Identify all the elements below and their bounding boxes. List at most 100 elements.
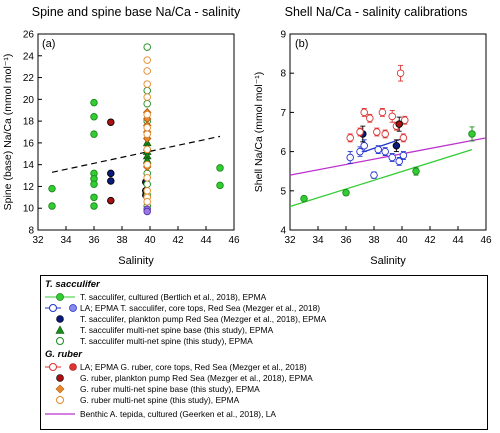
data-point-gr_coretops	[378, 108, 387, 117]
legend-row-gr-spine-base: G. ruber multi-net spine base (this stud…	[43, 384, 260, 394]
data-point-gr_spine	[143, 160, 151, 169]
orange-diamond-icon	[55, 384, 65, 394]
legend-row-ts-cultured: T. sacculifer, cultured (Bertlich et al.…	[43, 292, 266, 302]
y-tick-label: 18	[23, 117, 35, 128]
legend-row-gr-coretops: LA; EPMA G. ruber, core tops, Red Sea (M…	[43, 362, 307, 372]
panel-a-ylabel: Spine (base) Na/Ca (mmol mol⁻¹)	[2, 54, 14, 211]
legend-text: G. ruber, plankton pump Red Sea (Mezger …	[80, 373, 313, 383]
y-tick-label: 10	[23, 204, 35, 215]
data-point-ts_cultured	[412, 167, 420, 175]
y-tick-label: 20	[23, 95, 35, 106]
y-tick-label: 6	[280, 147, 286, 158]
y-tick-label: 5	[280, 186, 286, 197]
panel-b-label: (b)	[295, 38, 308, 50]
data-point-gr_coretops	[346, 134, 354, 142]
legend-text: T. sacculifer, plankton pump Red Sea (Me…	[80, 314, 327, 324]
data-point-ts_pump	[392, 141, 401, 150]
legend-text: LA; EPMA G. ruber, core tops, Red Sea (M…	[80, 362, 307, 372]
x-tick-label: 46	[228, 235, 240, 246]
data-point-ts_coretops	[374, 145, 382, 154]
data-point-gr_coretops	[360, 108, 368, 117]
x-tick-label: 36	[88, 235, 100, 246]
data-point-ts_coretops	[399, 151, 408, 160]
x-tick-label: 42	[172, 235, 184, 246]
legend-row-ts-spine-base: T. sacculifer multi-net spine base (this…	[43, 325, 273, 335]
data-point-ts_cultured	[90, 98, 98, 107]
legend-row-ts-coretops: LA; EPMA T. sacculifer, core tops, Red S…	[43, 303, 320, 313]
legend-row-gr-spine: G. ruber multi-net spine (this study), E…	[43, 395, 239, 405]
data-point-ts_coretops	[395, 157, 403, 166]
data-point-ts_coretops	[360, 141, 368, 150]
panel-b: 32 34 36 38 40 42 44 46 4 5 6 7 8 9 (b) Salinity Shel…	[253, 30, 492, 268]
y-tick-label: 14	[23, 160, 35, 171]
data-point-gr_coretops	[381, 130, 389, 138]
data-point-gr_spine	[143, 145, 151, 154]
fit-line-ts_fit	[289, 149, 473, 208]
y-tick-label: 16	[23, 138, 35, 149]
left-panel-title: Spine and spine base Na/Ca - salinity	[32, 5, 241, 19]
orange-open-circle-icon	[56, 396, 64, 404]
panel-a-xlabel: Salinity	[118, 255, 154, 267]
panel-b-axes: 32 34 36 38 40 42 44 46 4 5 6 7 8 9	[280, 30, 492, 247]
y-tick-label: 7	[280, 108, 286, 119]
data-point-ts_coretops	[346, 153, 354, 162]
x-tick-label: 44	[452, 235, 464, 246]
x-tick-label: 38	[368, 235, 380, 246]
x-tick-label: 42	[424, 235, 436, 246]
data-point-ts_cultured	[90, 202, 98, 210]
panel-a-frame	[37, 33, 235, 231]
green-triangle-icon	[55, 325, 65, 334]
data-point-gr_spine	[143, 67, 151, 75]
data-point-gr_pump	[395, 120, 403, 128]
data-point-gr_spine	[143, 187, 151, 195]
red-open-circle-icon	[45, 363, 77, 371]
x-tick-label: 32	[284, 235, 296, 246]
legend-text: LA; EPMA T. sacculifer, core tops, Red S…	[80, 303, 321, 313]
x-tick-label: 32	[32, 235, 44, 246]
legend-row-ts-pump: T. sacculifer, plankton pump Red Sea (Me…	[43, 314, 326, 324]
figure-canvas: Spine and spine base Na/Ca - salinity Sh…	[2, 5, 492, 268]
right-panel-title: Shell Na/Ca - salinity calibrations	[285, 5, 468, 19]
data-point-gr_pump	[107, 196, 115, 205]
data-point-ts_cultured	[342, 189, 350, 197]
panel-b-ylabel: Shell Na/Ca (mmol mol⁻¹)	[253, 72, 265, 192]
green-circle-icon	[45, 293, 75, 301]
data-point-ts_cultured	[90, 180, 98, 189]
data-point-ts_cultured	[300, 194, 308, 203]
x-tick-label: 34	[312, 235, 324, 246]
data-point-ts_spine	[143, 43, 151, 51]
x-tick-label: 44	[200, 235, 212, 246]
data-point-ts_spine	[143, 99, 151, 108]
data-point-gr_pump	[107, 118, 115, 126]
legend-row-tepida: Benthic A. tepida, cultured (Geerken et …	[43, 409, 276, 419]
green-open-circle-icon	[56, 337, 64, 345]
data-point-gr_spine	[143, 110, 151, 119]
y-tick-label: 26	[23, 30, 35, 41]
data-point-ts_coretops	[381, 147, 389, 156]
legend-group-t-sacculifer: T. sacculifer	[45, 279, 100, 290]
y-tick-label: 9	[280, 30, 286, 41]
data-point-gr_spine	[143, 123, 151, 132]
data-point-purple_pts	[143, 207, 151, 216]
legend-text: T. sacculifer multi-net spine base (this…	[80, 325, 274, 335]
legend-text: T. sacculifer, cultured (Bertlich et al.…	[80, 292, 267, 302]
y-tick-label: 22	[23, 73, 35, 84]
data-point-ts_pump	[107, 169, 115, 178]
y-tick-label: 24	[23, 51, 35, 62]
x-tick-label: 34	[60, 235, 72, 246]
data-point-ts_pump	[107, 177, 115, 185]
y-tick-label: 12	[23, 182, 35, 193]
x-tick-label: 36	[340, 235, 352, 246]
data-point-gr_coretops	[399, 134, 408, 142]
data-point-gr_coretops	[396, 69, 405, 77]
data-point-gr_coretops	[401, 116, 409, 124]
y-tick-label: 4	[280, 226, 286, 237]
data-point-gr_spine	[143, 80, 151, 88]
legend-row-gr-pump: G. ruber, plankton pump Red Sea (Mezger …	[43, 373, 313, 383]
data-point-gr_coretops	[388, 112, 396, 121]
data-point-gr_coretops	[356, 128, 364, 136]
data-point-ts_cultured	[468, 130, 476, 138]
fit-line-tepida_fit	[289, 137, 487, 176]
panel-a-axes: 32 34 36 38 40 42 44 46 8 10 12 14 16 18 20 22 24 26	[23, 30, 240, 247]
x-tick-label: 40	[144, 235, 156, 246]
